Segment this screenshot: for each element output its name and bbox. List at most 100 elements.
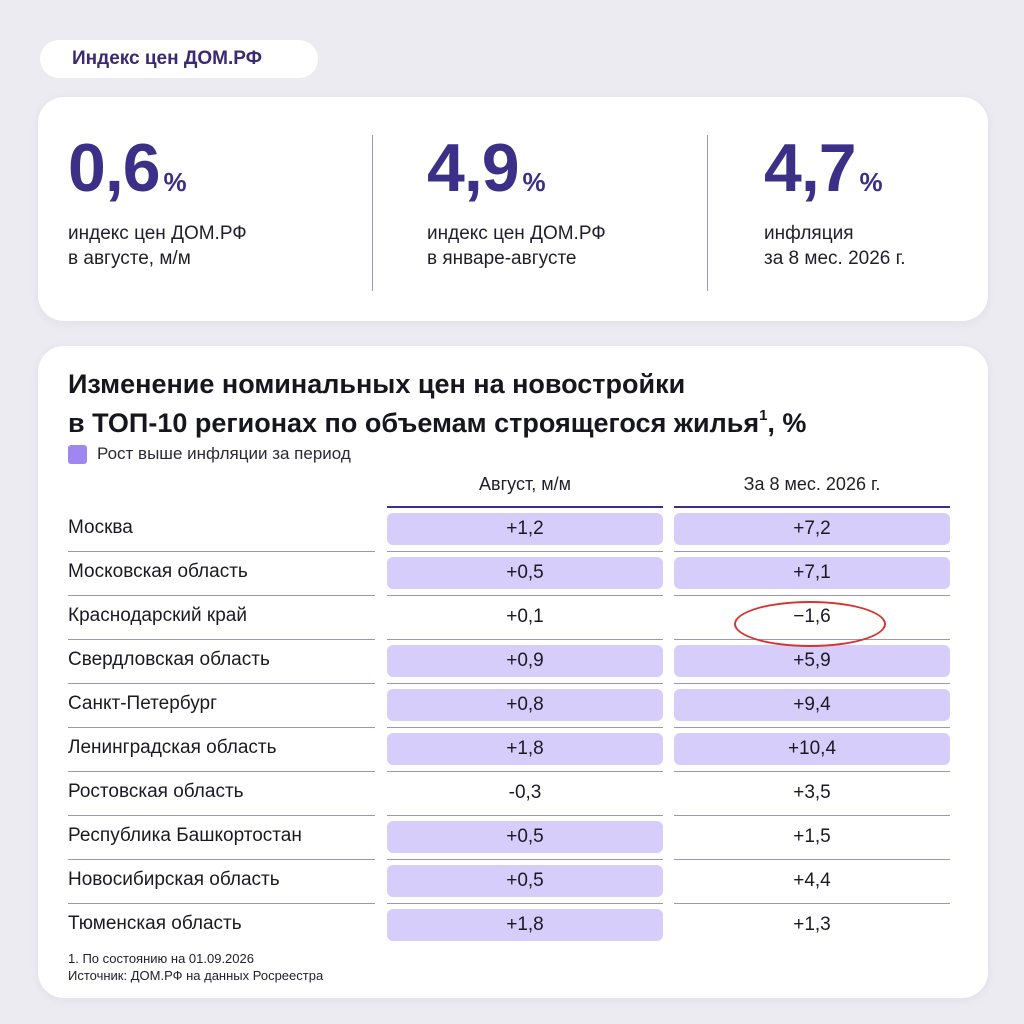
table-row: Республика Башкортостан +0,5 +1,5 [38, 816, 988, 860]
table-row: Московская область +0,5 +7,1 [38, 552, 988, 596]
region-name: Новосибирская область [68, 869, 280, 890]
header-rule [387, 506, 663, 508]
row-divider [674, 551, 950, 552]
header-rule [674, 506, 950, 508]
row-divider [387, 771, 663, 772]
table-title-line1: Изменение номинальных цен на новостройки [68, 369, 686, 399]
row-divider [387, 683, 663, 684]
row-divider [387, 727, 663, 728]
table-row: Новосибирская область +0,5 +4,4 [38, 860, 988, 904]
stat-value: 4,9% [427, 129, 546, 207]
august-value-cell: +1,8 [387, 909, 663, 941]
ytd-value-cell: +4,4 [793, 870, 831, 891]
header-tag: Индекс цен ДОМ.РФ [40, 40, 318, 78]
row-divider [387, 815, 663, 816]
row-divider [387, 595, 663, 596]
row-divider [68, 639, 375, 640]
legend-label: Рост выше инфляции за период [97, 444, 351, 463]
ytd-value-cell: +5,9 [674, 645, 950, 677]
source-note: Источник: ДОМ.РФ на данных Росреестра [68, 968, 324, 983]
row-divider [674, 903, 950, 904]
ytd-value-cell: +3,5 [793, 782, 831, 803]
row-divider [674, 815, 950, 816]
stat-unit: % [859, 167, 883, 197]
stat-unit: % [522, 167, 546, 197]
table-title-line2-text: в ТОП-10 регионах по объемам строящегося… [68, 408, 760, 438]
table-row: Москва +1,2 +7,2 [38, 508, 988, 552]
region-name: Ленинградская область [68, 737, 277, 758]
legend: Рост выше инфляции за период [68, 444, 351, 464]
stat-number: 4,7 [764, 130, 857, 206]
divider [707, 135, 708, 291]
row-divider [68, 903, 375, 904]
region-name: Ростовская область [68, 781, 244, 802]
stat-value: 0,6% [68, 129, 187, 207]
legend-swatch [68, 444, 87, 464]
footnote: 1. По состоянию на 01.09.2026 [68, 951, 254, 966]
row-divider [68, 771, 375, 772]
highlight-circle [734, 601, 886, 647]
table-title-line2: в ТОП-10 регионах по объемам строящегося… [68, 400, 806, 439]
stat-description: индекс цен ДОМ.РФ в августе, м/м [68, 221, 247, 271]
stat-desc-line2: в январе-августе [427, 248, 577, 269]
region-name: Московская область [68, 561, 248, 582]
row-divider [68, 595, 375, 596]
stat-description: индекс цен ДОМ.РФ в январе-августе [427, 221, 606, 271]
august-value-cell: +0,5 [387, 557, 663, 589]
stat-number: 0,6 [68, 130, 161, 206]
table-row: Ленинградская область +1,8 +10,4 [38, 728, 988, 772]
ytd-value-cell: +1,5 [793, 826, 831, 847]
row-divider [68, 727, 375, 728]
stat-unit: % [163, 167, 187, 197]
row-divider [674, 727, 950, 728]
row-divider [387, 903, 663, 904]
region-name: Краснодарский край [68, 605, 247, 626]
stat-description: инфляция за 8 мес. 2026 г. [764, 221, 906, 271]
august-value-cell: +1,2 [387, 513, 663, 545]
stat-desc-line1: индекс цен ДОМ.РФ [68, 223, 247, 244]
stat-desc-line2: в августе, м/м [68, 248, 191, 269]
divider [372, 135, 373, 291]
row-divider [387, 859, 663, 860]
stat-desc-line1: инфляция [764, 223, 854, 244]
august-value-cell: -0,3 [508, 782, 542, 803]
footnote-marker: 1 [759, 407, 768, 424]
region-name: Москва [68, 517, 133, 538]
row-divider [674, 859, 950, 860]
table-row: Санкт-Петербург +0,8 +9,4 [38, 684, 988, 728]
table-row: Свердловская область +0,9 +5,9 [38, 640, 988, 684]
row-divider [674, 771, 950, 772]
ytd-value-cell: +10,4 [674, 733, 950, 765]
table-title: Изменение номинальных цен на новостройки… [68, 368, 806, 439]
august-value-cell: +0,5 [387, 821, 663, 853]
row-divider [674, 683, 950, 684]
ytd-value-cell: +9,4 [674, 689, 950, 721]
row-divider [674, 595, 950, 596]
price-change-table-card: Изменение номинальных цен на новостройки… [38, 346, 988, 998]
ytd-value-cell: +1,3 [793, 914, 831, 935]
row-divider [387, 551, 663, 552]
footnotes: 1. По состоянию на 01.09.2026 Источник: … [68, 950, 323, 984]
table-row: Ростовская область -0,3 +3,5 [38, 772, 988, 816]
table-title-suffix: , % [767, 408, 807, 438]
row-divider [68, 859, 375, 860]
row-divider [68, 551, 375, 552]
august-value-cell: +1,8 [387, 733, 663, 765]
row-divider [68, 683, 375, 684]
stat-desc-line1: индекс цен ДОМ.РФ [427, 223, 606, 244]
august-value-cell: +0,5 [387, 865, 663, 897]
stats-card: 0,6% индекс цен ДОМ.РФ в августе, м/м 4,… [38, 97, 988, 321]
column-header-august: Август, м/м [479, 474, 571, 494]
stat-value: 4,7% [764, 129, 883, 207]
region-name: Тюменская область [68, 913, 242, 934]
region-name: Свердловская область [68, 649, 270, 670]
august-value-cell: +0,8 [387, 689, 663, 721]
august-value-cell: +0,1 [506, 606, 544, 627]
stat-number: 4,9 [427, 130, 520, 206]
row-divider [68, 815, 375, 816]
stat-desc-line2: за 8 мес. 2026 г. [764, 248, 906, 269]
ytd-value-cell: +7,1 [674, 557, 950, 589]
row-divider [387, 639, 663, 640]
table-row: Тюменская область +1,8 +1,3 [38, 904, 988, 948]
column-header-8-months: За 8 мес. 2026 г. [743, 474, 881, 494]
